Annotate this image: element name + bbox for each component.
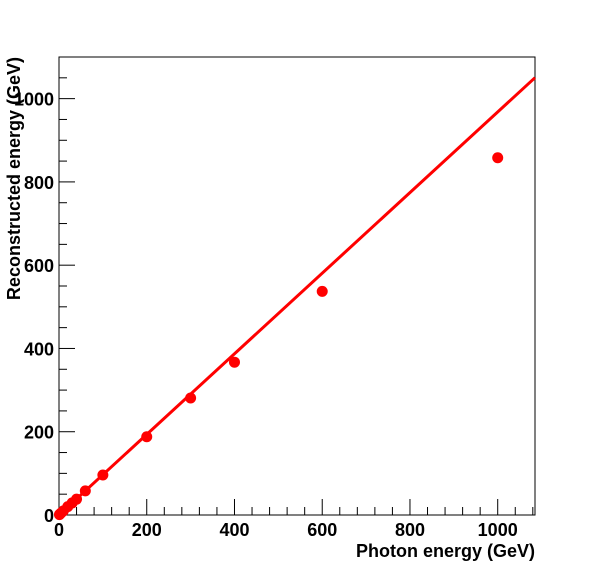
data-points — [53, 152, 504, 521]
x-tick-label: 200 — [132, 520, 162, 540]
data-point — [141, 431, 153, 443]
x-tick-label: 0 — [54, 520, 64, 540]
y-tick-label: 800 — [24, 173, 54, 193]
y-tick-label: 1000 — [14, 90, 54, 110]
y-axis-tick-labels: 0 200 400 600 800 1000 — [14, 90, 54, 526]
data-point — [185, 392, 197, 404]
x-tick-label: 800 — [395, 520, 425, 540]
y-axis-ticks — [59, 56, 75, 516]
data-point — [316, 285, 328, 297]
data-point — [492, 152, 504, 164]
data-point — [228, 356, 240, 368]
x-tick-label: 400 — [219, 520, 249, 540]
x-tick-label: 600 — [307, 520, 337, 540]
y-tick-label: 0 — [44, 506, 54, 526]
fit-line-group — [57, 76, 537, 517]
plot-frame — [58, 56, 536, 516]
x-tick-label: 1000 — [478, 520, 518, 540]
data-point — [97, 469, 109, 481]
y-axis-title: Reconstructed energy (GeV) — [4, 57, 24, 300]
y-tick-label: 600 — [24, 256, 54, 276]
y-tick-label: 200 — [24, 423, 54, 443]
data-point — [71, 493, 83, 505]
x-axis-tick-labels: 0 200 400 600 800 1000 — [54, 520, 518, 540]
fit-line — [57, 76, 537, 517]
y-tick-label: 400 — [24, 339, 54, 359]
x-axis-title: Photon energy (GeV) — [356, 541, 535, 561]
data-point — [79, 485, 91, 497]
x-axis-ticks — [58, 499, 534, 515]
